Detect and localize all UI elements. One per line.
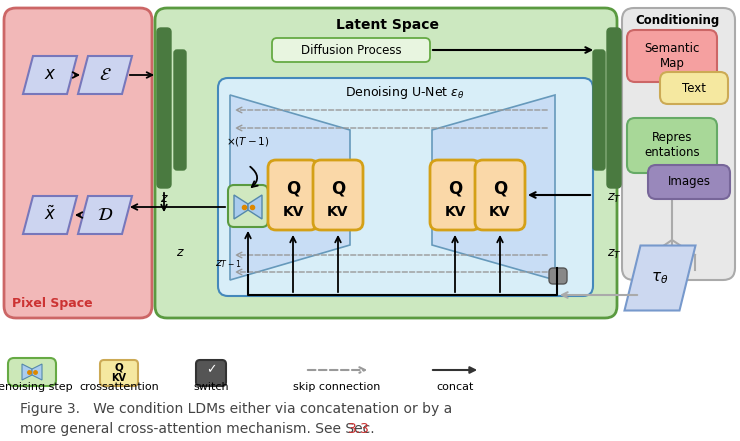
Polygon shape bbox=[234, 195, 248, 219]
Text: $\mathcal{E}$: $\mathcal{E}$ bbox=[98, 66, 112, 84]
FancyBboxPatch shape bbox=[8, 358, 56, 386]
Text: more general cross-attention mechanism. See Sec.: more general cross-attention mechanism. … bbox=[20, 422, 379, 436]
FancyBboxPatch shape bbox=[228, 185, 268, 227]
FancyBboxPatch shape bbox=[622, 8, 735, 280]
FancyBboxPatch shape bbox=[549, 268, 567, 284]
FancyBboxPatch shape bbox=[627, 30, 717, 82]
Polygon shape bbox=[625, 246, 696, 310]
FancyBboxPatch shape bbox=[157, 28, 171, 188]
Text: concat: concat bbox=[437, 382, 474, 392]
Text: $z$: $z$ bbox=[175, 246, 184, 259]
FancyBboxPatch shape bbox=[627, 118, 717, 173]
Polygon shape bbox=[248, 195, 262, 219]
Text: Figure 3.   We condition LDMs either via concatenation or by a: Figure 3. We condition LDMs either via c… bbox=[20, 402, 452, 416]
Polygon shape bbox=[230, 95, 350, 280]
Text: $\tilde{x}$: $\tilde{x}$ bbox=[44, 206, 56, 224]
Text: ✓: ✓ bbox=[206, 363, 216, 377]
Text: Repres
entations: Repres entations bbox=[645, 131, 700, 160]
Text: KV: KV bbox=[282, 205, 303, 219]
Text: $z_{T-1}$: $z_{T-1}$ bbox=[215, 258, 241, 270]
Text: Q: Q bbox=[448, 179, 462, 197]
FancyBboxPatch shape bbox=[174, 50, 186, 170]
FancyBboxPatch shape bbox=[475, 160, 525, 230]
Polygon shape bbox=[432, 95, 555, 280]
Polygon shape bbox=[23, 56, 77, 94]
Text: $z_T$: $z_T$ bbox=[607, 248, 622, 261]
FancyBboxPatch shape bbox=[4, 8, 152, 318]
FancyBboxPatch shape bbox=[648, 165, 730, 199]
Text: crossattention: crossattention bbox=[79, 382, 159, 392]
Text: KV: KV bbox=[112, 373, 127, 383]
Text: Q: Q bbox=[286, 179, 300, 197]
Text: Pixel Space: Pixel Space bbox=[12, 297, 92, 310]
FancyBboxPatch shape bbox=[430, 160, 480, 230]
Text: 3.3: 3.3 bbox=[348, 422, 370, 436]
Text: KV: KV bbox=[327, 205, 349, 219]
Text: $\times(T-1)$: $\times(T-1)$ bbox=[226, 135, 270, 148]
Polygon shape bbox=[22, 364, 32, 380]
Text: $z_T$: $z_T$ bbox=[607, 192, 622, 205]
Text: $z$: $z$ bbox=[160, 192, 169, 205]
Text: Denoising U-Net $\epsilon_\theta$: Denoising U-Net $\epsilon_\theta$ bbox=[345, 84, 465, 101]
Text: Diffusion Process: Diffusion Process bbox=[300, 44, 401, 56]
FancyBboxPatch shape bbox=[607, 28, 621, 188]
FancyBboxPatch shape bbox=[593, 50, 605, 170]
Text: $\tau_\theta$: $\tau_\theta$ bbox=[651, 270, 669, 286]
FancyBboxPatch shape bbox=[218, 78, 593, 296]
Text: Conditioning: Conditioning bbox=[636, 14, 720, 27]
FancyBboxPatch shape bbox=[313, 160, 363, 230]
FancyBboxPatch shape bbox=[660, 72, 728, 104]
Polygon shape bbox=[78, 196, 132, 234]
Text: Text: Text bbox=[682, 82, 706, 94]
FancyBboxPatch shape bbox=[196, 360, 226, 386]
Text: $\mathcal{D}$: $\mathcal{D}$ bbox=[97, 206, 113, 224]
Polygon shape bbox=[23, 196, 77, 234]
FancyBboxPatch shape bbox=[268, 160, 318, 230]
Text: $x$: $x$ bbox=[44, 67, 56, 83]
Text: Images: Images bbox=[667, 176, 710, 188]
Polygon shape bbox=[78, 56, 132, 94]
Text: Q: Q bbox=[493, 179, 507, 197]
Text: Q: Q bbox=[115, 363, 124, 373]
FancyBboxPatch shape bbox=[100, 360, 138, 386]
Text: denoising step: denoising step bbox=[0, 382, 73, 392]
Polygon shape bbox=[32, 364, 42, 380]
FancyBboxPatch shape bbox=[272, 38, 430, 62]
Text: Q: Q bbox=[331, 179, 345, 197]
Text: KV: KV bbox=[489, 205, 511, 219]
Text: Latent Space: Latent Space bbox=[335, 18, 439, 32]
FancyBboxPatch shape bbox=[155, 8, 617, 318]
Text: KV: KV bbox=[444, 205, 465, 219]
Text: switch: switch bbox=[193, 382, 229, 392]
Text: skip connection: skip connection bbox=[293, 382, 380, 392]
Text: Semantic
Map: Semantic Map bbox=[645, 41, 700, 71]
